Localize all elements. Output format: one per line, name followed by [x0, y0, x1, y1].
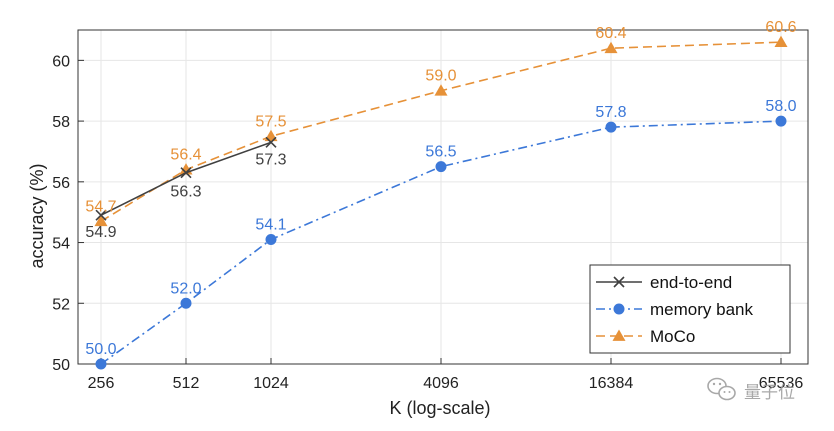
legend-label: end-to-end [650, 273, 732, 292]
legend-label: MoCo [650, 327, 695, 346]
x-tick-label: 512 [173, 375, 200, 392]
y-tick-label: 58 [52, 114, 70, 131]
circle-marker [435, 161, 447, 173]
triangle-marker [774, 35, 788, 48]
data-labels: 54.9 56.3 57.3 50.0 52.0 54.1 56.5 57.8 58.0 54.7… [85, 19, 796, 358]
data-label: 56.3 [170, 184, 201, 201]
x-tick-label: 16384 [589, 375, 634, 392]
circle-marker [613, 303, 625, 315]
x-marker [95, 209, 107, 221]
legend-entry: memory bank [596, 300, 753, 319]
data-label: 58.0 [765, 98, 796, 115]
circle-marker [605, 121, 617, 133]
tick-labels: 50 52 54 56 58 60 256 512 1024 4096 16384 65536 [52, 53, 803, 392]
legend-label: memory bank [650, 300, 753, 319]
data-label: 57.3 [255, 151, 286, 168]
legend: end-to-end memory bank MoCo [589, 264, 791, 354]
y-tick-label: 54 [52, 236, 70, 253]
circle-marker [95, 358, 107, 370]
x-tick-label: 1024 [253, 375, 289, 392]
y-tick-label: 52 [52, 296, 70, 313]
triangle-marker [434, 84, 448, 96]
axes [77, 29, 809, 365]
data-label: 52.0 [170, 280, 201, 297]
circle-marker [265, 234, 277, 246]
x-tick-label: 256 [88, 375, 115, 392]
triangle-marker [94, 214, 108, 227]
triangle-marker [264, 129, 278, 142]
data-label: 54.9 [85, 224, 116, 241]
x-marker [180, 167, 192, 179]
x-tick-label: 65536 [759, 375, 804, 392]
grid [78, 30, 808, 365]
data-label: 56.5 [425, 144, 456, 161]
triangle-marker [612, 329, 626, 341]
data-label: 60.6 [765, 19, 796, 36]
wechat-icon [707, 377, 736, 401]
legend-entry: end-to-end [596, 273, 732, 292]
data-label: 54.1 [255, 217, 286, 234]
y-axis-title: accuracy (%) [27, 163, 47, 268]
data-label: 56.4 [170, 147, 201, 164]
data-label: 50.0 [85, 341, 116, 358]
data-label: 57.5 [255, 113, 286, 130]
y-tick-label: 56 [52, 175, 70, 192]
x-axis-title: K (log-scale) [389, 398, 490, 418]
circle-marker [180, 297, 192, 309]
legend-entry: MoCo [596, 327, 695, 346]
x-marker [265, 136, 277, 148]
watermark-text: 量子位 [744, 383, 795, 402]
data-label: 59.0 [425, 68, 456, 85]
series-memory-bank [95, 115, 787, 370]
triangle-marker [604, 41, 618, 54]
x-marker [613, 276, 625, 288]
circle-marker [775, 115, 787, 127]
y-tick-label: 60 [52, 53, 70, 70]
series [94, 35, 788, 370]
y-tick-label: 50 [52, 357, 70, 374]
series-end-to-end [95, 136, 277, 221]
data-label: 60.4 [595, 25, 626, 42]
data-label: 54.7 [85, 198, 116, 215]
watermark: 量子位 [707, 377, 795, 402]
data-label: 57.8 [595, 104, 626, 121]
plot-frame [77, 29, 809, 365]
x-tick-label: 4096 [423, 375, 459, 392]
